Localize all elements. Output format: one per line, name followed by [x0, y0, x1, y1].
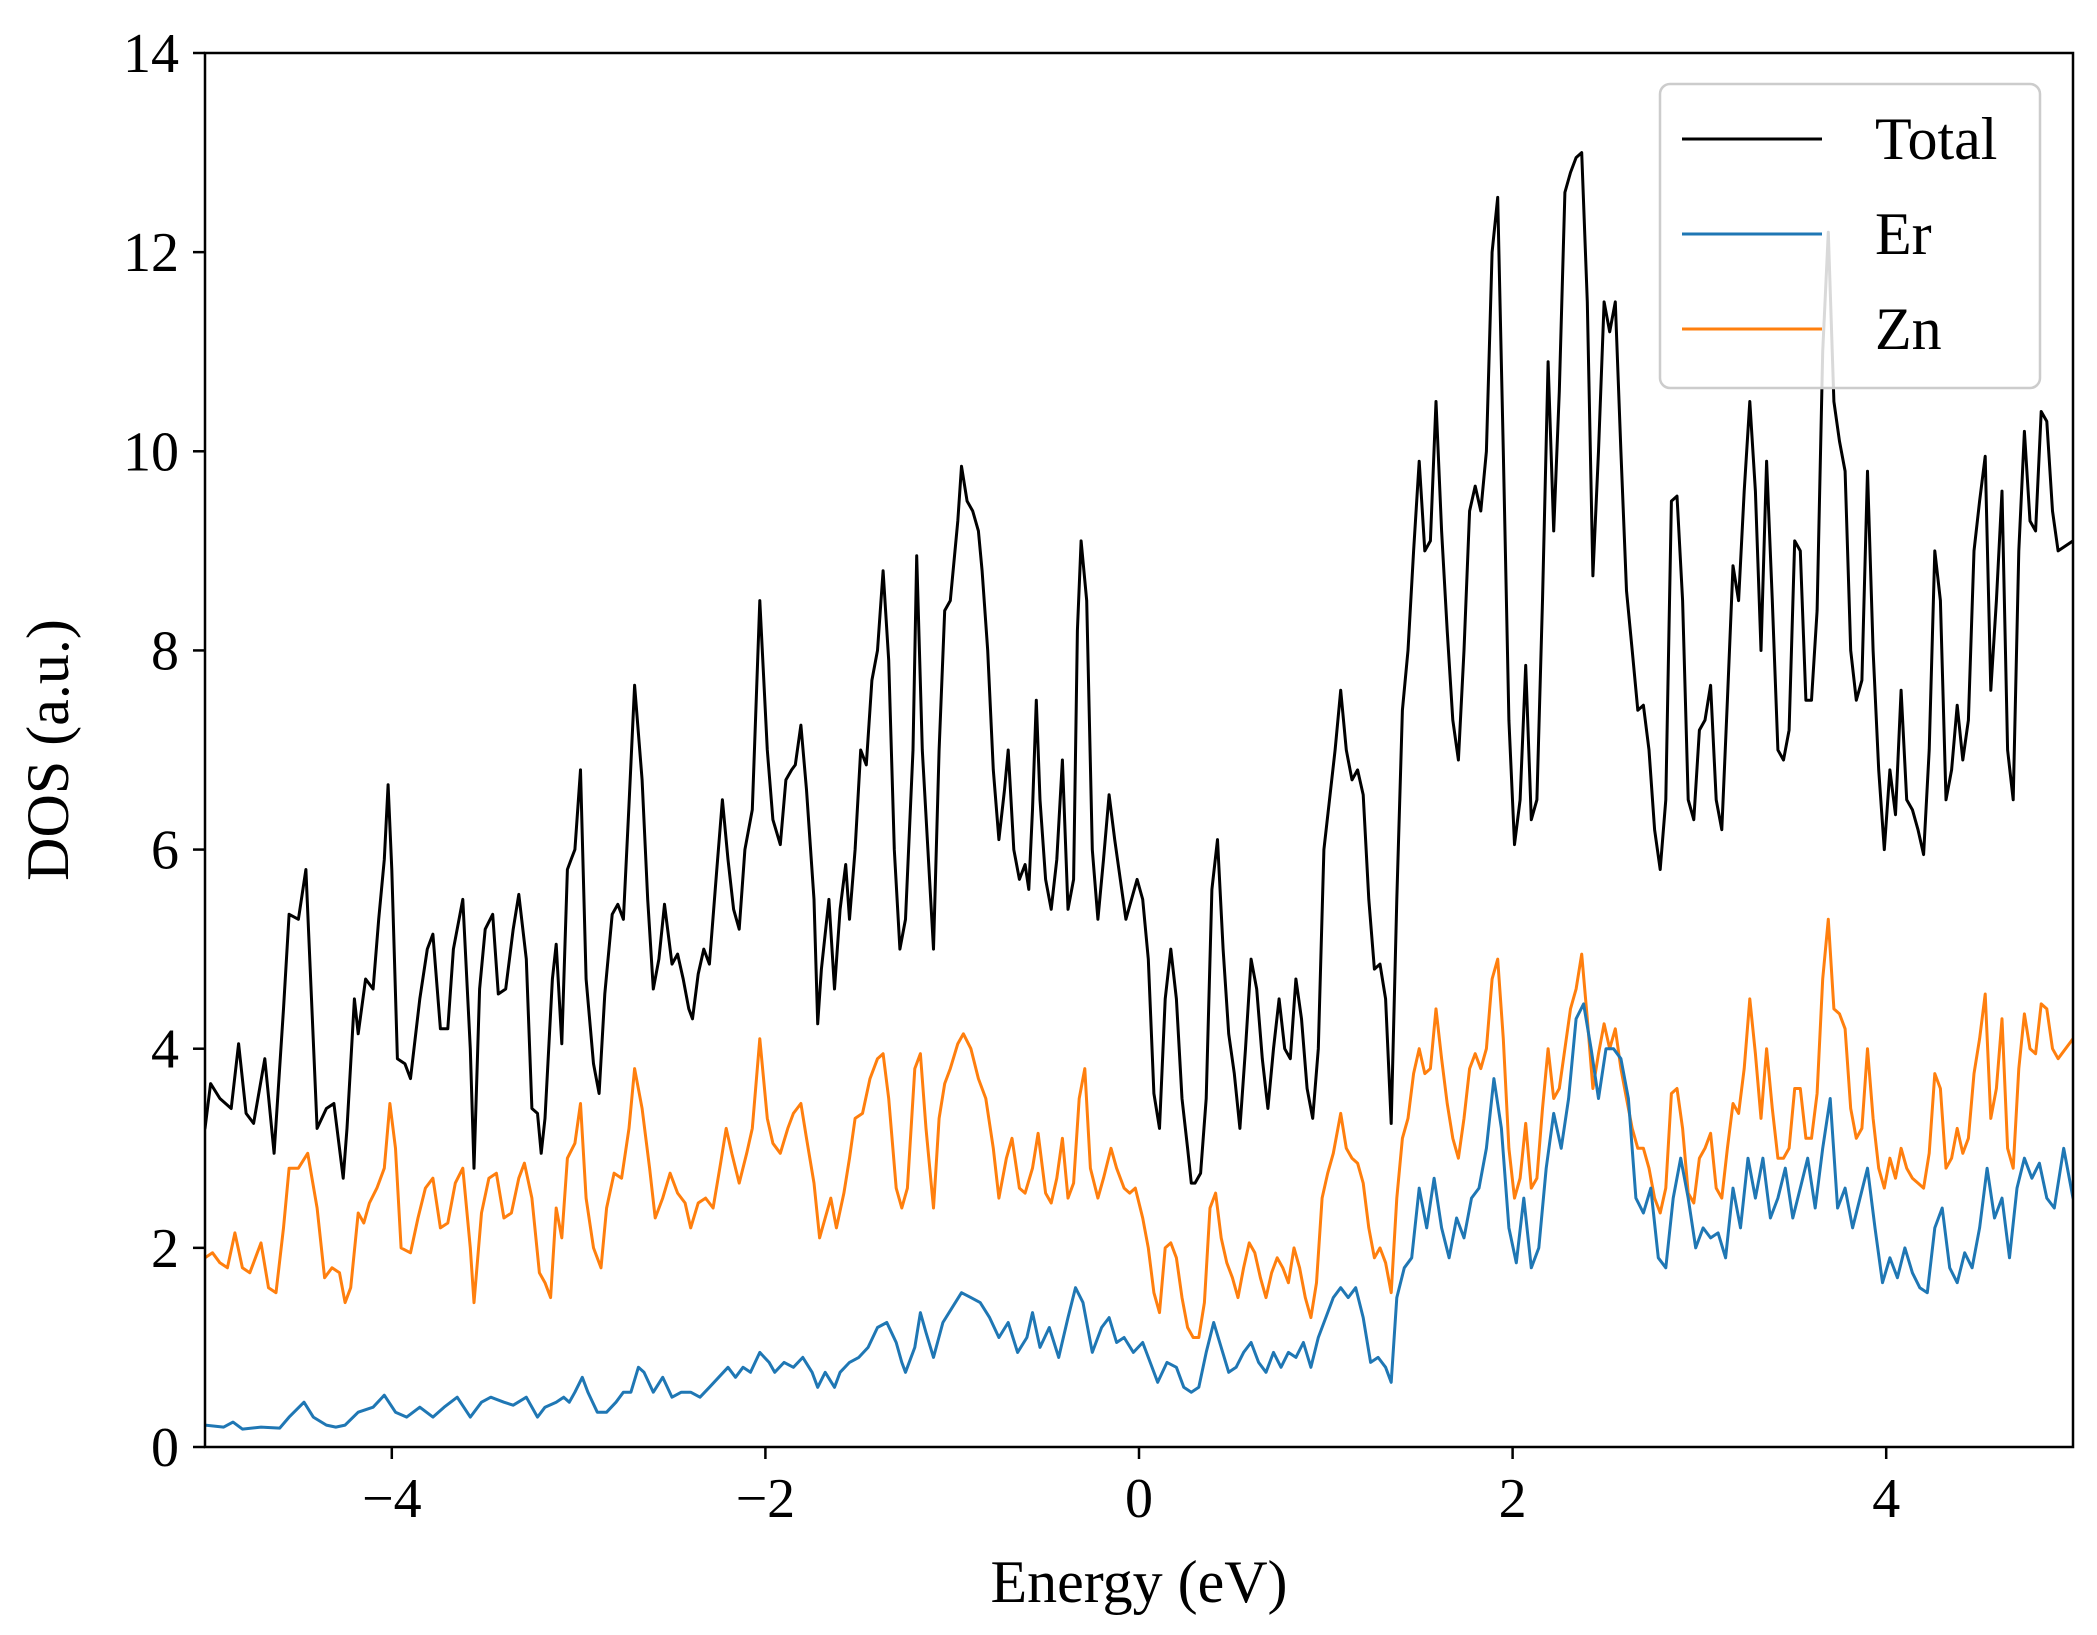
- legend-label-zn: Zn: [1875, 296, 1942, 362]
- y-axis: 0 2 4 6 8 10 12 14: [123, 23, 205, 1479]
- series-layer: [205, 151, 2073, 1431]
- y-tick-label: 6: [151, 820, 179, 882]
- x-axis: −4 −2 0 2 4: [362, 1447, 1900, 1530]
- legend-label-total: Total: [1875, 106, 1997, 172]
- y-tick-label: 8: [151, 620, 179, 682]
- x-tick-label: −4: [362, 1468, 422, 1530]
- series-line-zn: [205, 917, 2073, 1339]
- x-tick-label: 2: [1499, 1468, 1527, 1530]
- y-tick-label: 0: [151, 1417, 179, 1479]
- y-tick-label: 10: [123, 421, 179, 483]
- x-tick-label: 4: [1872, 1468, 1900, 1530]
- y-axis-label: DOS (a.u.): [15, 619, 81, 881]
- legend-label-er: Er: [1875, 201, 1932, 267]
- series-line-er: [205, 1002, 2073, 1431]
- x-tick-label: −2: [736, 1468, 796, 1530]
- y-tick-label: 14: [123, 23, 179, 85]
- x-tick-label: 0: [1125, 1468, 1153, 1530]
- legend-box: [1658, 82, 2042, 390]
- x-axis-label: Energy (eV): [990, 1549, 1287, 1615]
- legend: Total Er Zn: [1658, 82, 2042, 390]
- y-tick-label: 4: [151, 1019, 179, 1081]
- series-line-total: [205, 151, 2073, 1185]
- y-tick-label: 2: [151, 1218, 179, 1280]
- y-tick-label: 12: [123, 222, 179, 284]
